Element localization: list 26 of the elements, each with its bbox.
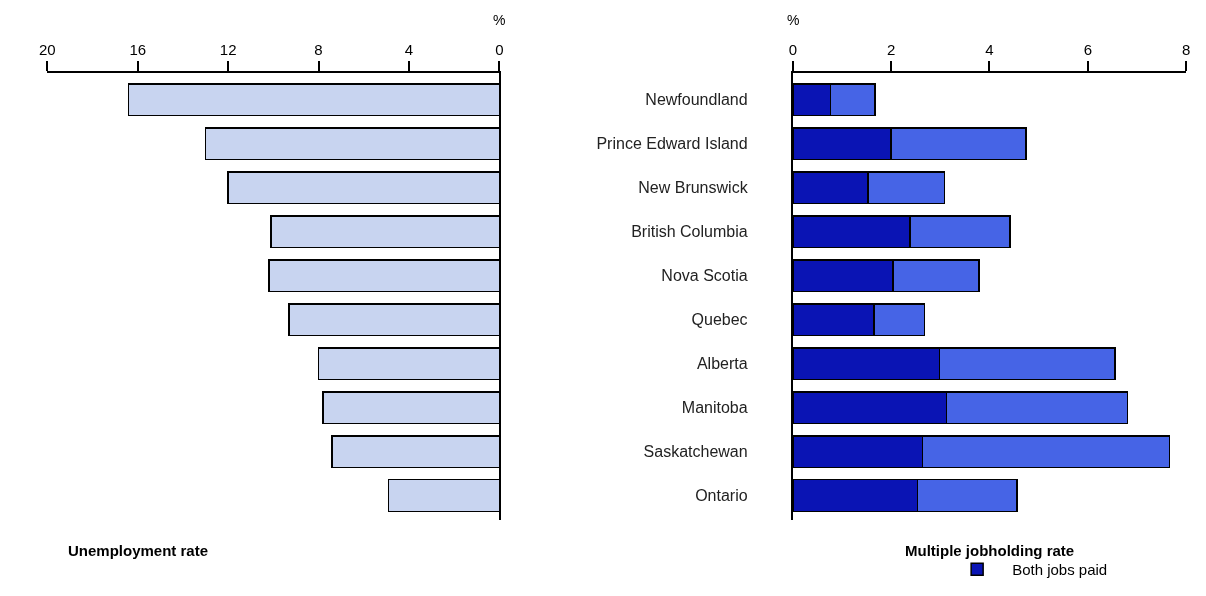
x-tick-label: 12 <box>219 41 237 59</box>
x-tick-label: 16 <box>129 41 147 59</box>
x-tick-label: 4 <box>985 41 994 59</box>
y-tick-label: Prince Edward Island <box>596 135 748 153</box>
text: % <box>787 12 800 28</box>
y-tick-label: Newfoundland <box>645 91 748 109</box>
legend-label: Both jobs paid <box>1012 561 1108 579</box>
x-tick-label: 8 <box>1181 41 1191 59</box>
y-tick-label: Nova Scotia <box>661 267 748 285</box>
x-tick-label: 20 <box>39 41 56 59</box>
y-tick-label: New Brunswick <box>638 179 749 197</box>
y-tick-label: Saskatchewan <box>643 443 748 461</box>
y-tick-label: Ontario <box>695 487 748 505</box>
text: % <box>493 12 506 28</box>
text: Multiple jobholding rate <box>905 542 1075 559</box>
y-tick-label: British Columbia <box>631 223 748 241</box>
x-tick-label: 4 <box>404 41 414 59</box>
x-tick-label: 6 <box>1083 41 1092 59</box>
y-tick-label: Quebec <box>691 311 748 329</box>
text: Unemployment rate <box>68 542 209 559</box>
x-tick-label: 0 <box>495 41 504 59</box>
x-tick-label: 2 <box>886 41 896 59</box>
y-tick-label: Alberta <box>696 355 748 373</box>
y-tick-label: Manitoba <box>681 399 748 417</box>
x-tick-label: 8 <box>314 41 323 59</box>
x-tick-label: 0 <box>788 41 798 59</box>
